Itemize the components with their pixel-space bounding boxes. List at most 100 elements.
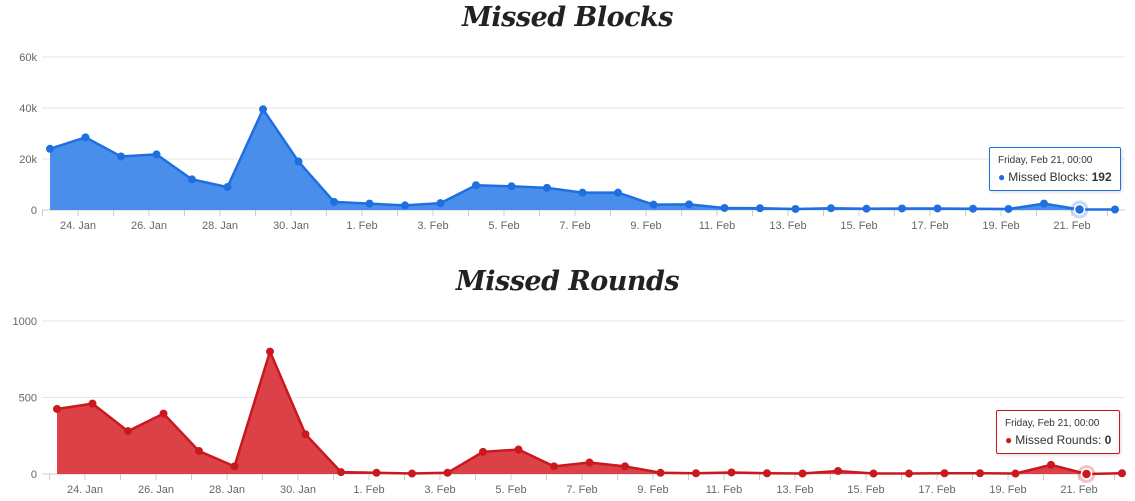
data-point <box>976 469 984 478</box>
data-point <box>472 181 480 190</box>
hover-point <box>1073 203 1086 216</box>
data-point <box>230 462 239 471</box>
series-dot-icon: ● <box>998 170 1006 184</box>
data-point <box>337 468 345 477</box>
data-point <box>550 462 558 471</box>
x-tick-label: 13. Feb <box>776 484 813 496</box>
data-point <box>905 469 913 478</box>
data-point <box>656 468 665 477</box>
hover-point <box>1080 468 1093 480</box>
data-point <box>124 427 132 436</box>
x-tick-label: 3. Feb <box>424 484 455 496</box>
data-point <box>834 466 842 475</box>
x-tick-label: 28. Jan <box>202 220 238 232</box>
x-tick-label: 26. Jan <box>131 220 167 232</box>
x-tick-label: 24. Jan <box>67 484 103 496</box>
x-tick-label: 9. Feb <box>637 484 668 496</box>
x-tick-label: 30. Jan <box>273 220 309 232</box>
data-point <box>585 458 594 467</box>
x-tick-label: 24. Jan <box>60 220 96 232</box>
tooltip-value: 192 <box>1091 170 1112 184</box>
x-tick-label: 1. Feb <box>346 220 377 232</box>
data-point <box>898 204 906 213</box>
x-tick-label: 3. Feb <box>417 220 448 232</box>
x-tick-label: 11. Feb <box>699 220 736 232</box>
x-tick-label: 15. Feb <box>840 220 877 232</box>
data-point <box>188 175 196 184</box>
data-point <box>1118 469 1126 478</box>
data-point <box>436 199 445 208</box>
x-tick-label: 17. Feb <box>911 220 948 232</box>
tooltip-missed-blocks: Friday, Feb 21, 00:00 ● Missed Blocks: 19… <box>989 147 1121 191</box>
y-tick-label: 60k <box>19 52 37 64</box>
data-point <box>514 445 523 454</box>
x-tick-label: 15. Feb <box>847 484 884 496</box>
data-point <box>159 409 168 418</box>
data-point <box>259 105 267 114</box>
x-tick-label: 11. Feb <box>706 484 743 496</box>
x-tick-label: 28. Jan <box>209 484 245 496</box>
data-point <box>294 157 303 166</box>
data-point <box>543 183 551 192</box>
y-tick-label: 1000 <box>13 316 37 328</box>
data-point <box>223 183 232 192</box>
data-point <box>365 199 374 208</box>
data-point <box>727 468 736 477</box>
data-point <box>1111 205 1119 214</box>
data-point <box>152 150 161 159</box>
x-tick-label: 1. Feb <box>353 484 384 496</box>
data-point <box>756 204 764 213</box>
y-tick-label: 500 <box>19 393 37 405</box>
x-tick-label: 30. Jan <box>280 484 316 496</box>
x-tick-label: 5. Feb <box>495 484 526 496</box>
data-point <box>479 447 487 456</box>
x-tick-label: 9. Feb <box>630 220 661 232</box>
y-tick-label: 0 <box>31 469 37 481</box>
data-point <box>46 144 54 153</box>
data-point <box>649 200 658 209</box>
data-point <box>117 152 125 161</box>
data-point <box>763 469 771 478</box>
x-tick-label: 21. Feb <box>1060 484 1097 496</box>
data-point <box>88 399 97 408</box>
data-point <box>195 447 203 456</box>
data-point <box>401 201 409 210</box>
x-tick-label: 19. Feb <box>982 220 1019 232</box>
data-point <box>507 182 516 191</box>
y-tick-label: 0 <box>31 205 37 217</box>
data-point <box>869 469 878 478</box>
y-tick-label: 20k <box>19 154 37 166</box>
x-tick-label: 26. Jan <box>138 484 174 496</box>
series-dot-icon: ● <box>1005 433 1013 447</box>
data-point <box>330 197 338 206</box>
data-point <box>940 469 949 478</box>
data-point <box>81 133 90 142</box>
data-point <box>408 469 416 478</box>
chart-title-missed-blocks: Missed Blocks <box>462 2 673 33</box>
data-point <box>933 204 942 213</box>
x-tick-label: 7. Feb <box>559 220 590 232</box>
data-point <box>621 462 629 471</box>
x-tick-label: 13. Feb <box>769 220 806 232</box>
series-area <box>50 109 1115 210</box>
chart-title-missed-rounds: Missed Rounds <box>455 266 680 297</box>
series-area <box>57 351 1122 474</box>
data-point <box>791 204 800 213</box>
tooltip-date: Friday, Feb 21, 00:00 <box>1005 418 1100 429</box>
tooltip-value: 0 <box>1104 433 1112 447</box>
data-point <box>614 188 622 197</box>
data-point <box>720 203 729 212</box>
data-point <box>578 188 587 197</box>
data-point <box>1004 204 1013 213</box>
x-tick-label: 17. Feb <box>918 484 955 496</box>
data-point <box>969 204 977 213</box>
data-point <box>692 469 700 478</box>
data-point <box>372 468 381 477</box>
tooltip-missed-rounds: Friday, Feb 21, 00:00 ● Missed Rounds: 0 <box>996 410 1121 454</box>
data-point <box>798 469 807 478</box>
data-point <box>1047 460 1055 469</box>
tooltip-date: Friday, Feb 21, 00:00 <box>998 155 1093 166</box>
y-tick-label: 40k <box>19 103 37 115</box>
x-tick-label: 21. Feb <box>1053 220 1090 232</box>
